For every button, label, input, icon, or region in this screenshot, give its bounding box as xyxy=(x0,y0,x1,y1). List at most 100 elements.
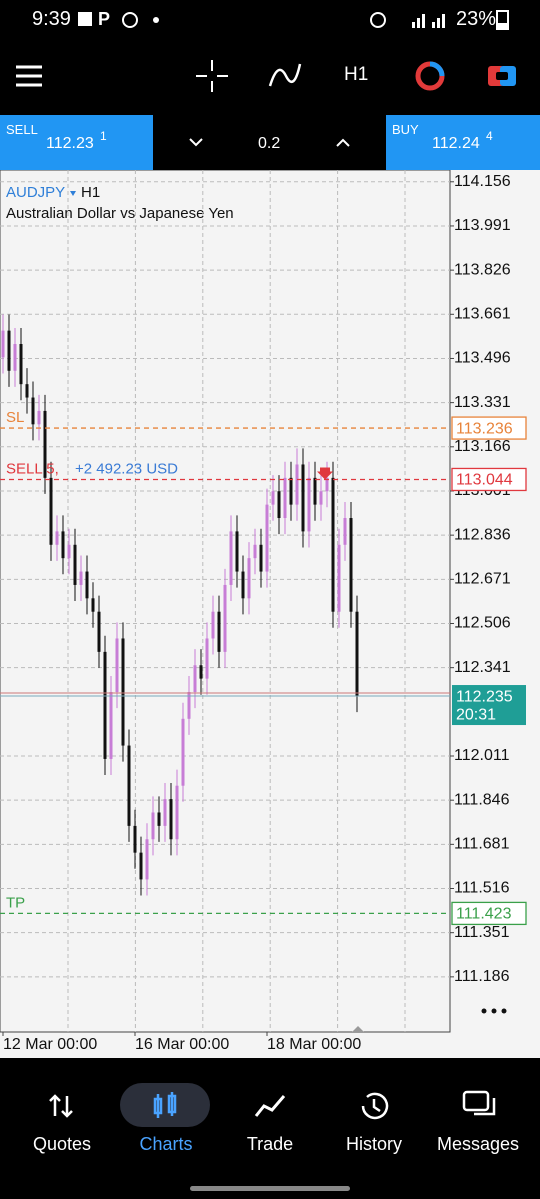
candle-body xyxy=(199,665,203,679)
candle-body xyxy=(187,692,191,719)
candle-body xyxy=(193,665,197,693)
candle-body xyxy=(247,558,251,599)
symbol-dropdown[interactable] xyxy=(70,191,76,196)
battery: 23% xyxy=(456,8,497,30)
candle-body xyxy=(139,852,143,880)
buy-pip: 4 xyxy=(486,129,493,143)
menu-button[interactable] xyxy=(16,65,42,87)
candle-body xyxy=(157,812,161,826)
candle-body xyxy=(217,611,221,652)
x-tick-label: 16 Mar 00:00 xyxy=(135,1036,229,1053)
nav-item[interactable]: Charts xyxy=(139,1134,193,1154)
y-tick-label: 112.011 xyxy=(454,747,510,764)
sell-button[interactable]: SELL 112.23 1 xyxy=(0,115,153,170)
candle-body xyxy=(355,611,359,697)
battery-icon xyxy=(496,10,509,30)
candle-body xyxy=(319,491,323,505)
candle-body xyxy=(67,544,71,559)
indicators-button[interactable] xyxy=(268,63,302,87)
more-button[interactable] xyxy=(481,1008,507,1014)
scroll-marker xyxy=(352,1026,364,1032)
candle-body xyxy=(49,477,53,545)
history-icon xyxy=(361,1092,389,1120)
candle-body xyxy=(265,504,269,572)
volume-arrows xyxy=(189,138,350,147)
level-value: 113.044 xyxy=(456,472,513,489)
candle-body xyxy=(85,571,89,599)
nav-item[interactable]: Quotes xyxy=(32,1134,92,1154)
active-pill xyxy=(120,1083,210,1127)
level-box xyxy=(451,467,527,492)
candle-body xyxy=(1,330,5,358)
svg-text:P: P xyxy=(98,10,110,29)
chart-timeframe: H1 xyxy=(81,184,100,201)
level-box xyxy=(451,901,527,926)
y-tick-label: 112.671 xyxy=(454,571,511,588)
candle-body xyxy=(97,611,101,652)
candle-body xyxy=(277,491,281,519)
candle-body xyxy=(109,692,113,759)
nav-item[interactable]: History xyxy=(345,1134,402,1154)
quotes-icon xyxy=(49,1094,73,1118)
y-tick-label: 111.351 xyxy=(454,924,510,941)
candle-body xyxy=(127,745,131,826)
level-profit: +2 492.23 USD xyxy=(75,460,178,477)
candle-body xyxy=(313,477,317,505)
candle-body xyxy=(283,477,287,519)
candle-body xyxy=(91,598,95,612)
candle-body xyxy=(103,651,107,759)
candle-body xyxy=(145,839,149,880)
candle-body xyxy=(61,531,65,559)
level-label: SL xyxy=(6,409,24,426)
description: Australian Dollar vs Japanese Yen xyxy=(6,205,234,222)
toolbar-icons xyxy=(16,60,516,92)
candle-body xyxy=(343,518,347,545)
crosshair-button[interactable] xyxy=(196,60,228,92)
volume-panel: 0.2 xyxy=(153,115,386,170)
x-tick-label: 18 Mar 00:00 xyxy=(267,1036,361,1053)
candle-body xyxy=(79,571,83,585)
bar-timer: 20:31 xyxy=(456,706,496,723)
candle-body xyxy=(253,544,257,559)
volume[interactable]: 0.2 xyxy=(258,135,281,152)
timeframe-button[interactable]: H1 xyxy=(344,64,369,85)
level-value: 113.236 xyxy=(456,420,513,437)
y-tick-label: 111.516 xyxy=(454,880,510,897)
candle-body xyxy=(31,397,35,425)
charts-icon xyxy=(153,1092,177,1118)
candle-body xyxy=(133,825,137,853)
y-tick-label: 113.991 xyxy=(454,217,511,234)
level-label: TP xyxy=(6,894,25,911)
candle-body xyxy=(295,464,299,505)
clock: 9:39 xyxy=(32,8,71,30)
y-tick-label: 113.331 xyxy=(454,394,511,411)
sell-pip: 1 xyxy=(100,129,107,143)
y-tick-label: 112.506 xyxy=(454,615,511,632)
candle-body xyxy=(235,531,239,572)
trade-button[interactable] xyxy=(488,66,516,86)
candle-body xyxy=(223,584,227,652)
sell-price: 112.23 xyxy=(46,135,94,152)
candle-body xyxy=(163,799,167,826)
candle-body xyxy=(25,384,29,398)
buy-button[interactable]: BUY 112.24 4 xyxy=(386,115,540,170)
y-tick-label: 111.681 xyxy=(454,836,510,853)
candle-body xyxy=(307,477,311,532)
candle-body xyxy=(7,330,11,371)
order-arrow xyxy=(317,467,333,480)
chart: AUDJPY H1 Australian Dollar vs Japanese … xyxy=(0,170,540,1058)
toolbar: H1 xyxy=(0,40,540,115)
candle-body xyxy=(37,410,41,425)
nav-icons xyxy=(49,1083,496,1191)
candle-body xyxy=(325,477,329,492)
candle-body xyxy=(181,718,185,786)
candle-body xyxy=(175,785,179,840)
nav-item[interactable]: Messages xyxy=(436,1134,520,1154)
level-box xyxy=(451,416,527,440)
nav-item[interactable]: Trade xyxy=(246,1134,294,1154)
sell-label: SELL xyxy=(6,122,38,137)
clock-button[interactable] xyxy=(415,61,445,91)
candle-body xyxy=(241,571,245,599)
candle-body xyxy=(289,477,293,505)
